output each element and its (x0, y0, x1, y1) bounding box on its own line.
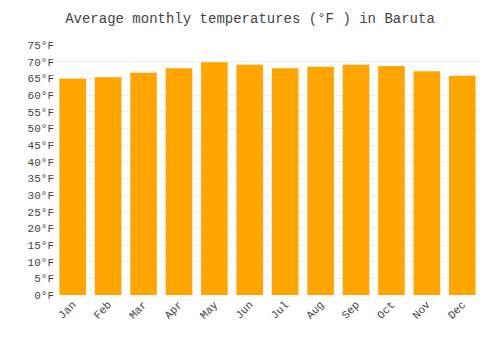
svg-text:65°F: 65°F (28, 73, 54, 85)
svg-text:60°F: 60°F (28, 90, 54, 102)
svg-text:Oct: Oct (375, 299, 397, 321)
svg-text:Jun: Jun (233, 299, 255, 321)
svg-text:Dec: Dec (446, 299, 468, 321)
svg-text:Jan: Jan (56, 299, 78, 321)
svg-text:Nov: Nov (410, 299, 433, 322)
svg-text:Aug: Aug (304, 299, 326, 321)
svg-text:Apr: Apr (162, 299, 184, 321)
svg-text:15°F: 15°F (28, 240, 54, 252)
svg-text:70°F: 70°F (28, 57, 54, 69)
svg-text:Jul: Jul (269, 299, 291, 321)
svg-text:25°F: 25°F (28, 207, 54, 219)
svg-text:10°F: 10°F (28, 257, 54, 269)
svg-text:30°F: 30°F (28, 190, 54, 202)
svg-text:50°F: 50°F (28, 123, 54, 135)
svg-text:May: May (198, 299, 221, 322)
svg-text:55°F: 55°F (28, 107, 54, 119)
svg-text:Average monthly temperatures (: Average monthly temperatures (°F ) in Ba… (65, 11, 435, 27)
svg-text:35°F: 35°F (28, 173, 54, 185)
svg-text:40°F: 40°F (28, 157, 54, 169)
svg-text:45°F: 45°F (28, 140, 54, 152)
svg-text:0°F: 0°F (34, 290, 54, 302)
svg-text:75°F: 75°F (28, 40, 54, 52)
svg-text:20°F: 20°F (28, 223, 54, 235)
svg-text:Mar: Mar (127, 299, 149, 321)
svg-text:Sep: Sep (340, 299, 362, 321)
svg-text:Feb: Feb (92, 299, 114, 321)
svg-text:5°F: 5°F (34, 273, 54, 285)
